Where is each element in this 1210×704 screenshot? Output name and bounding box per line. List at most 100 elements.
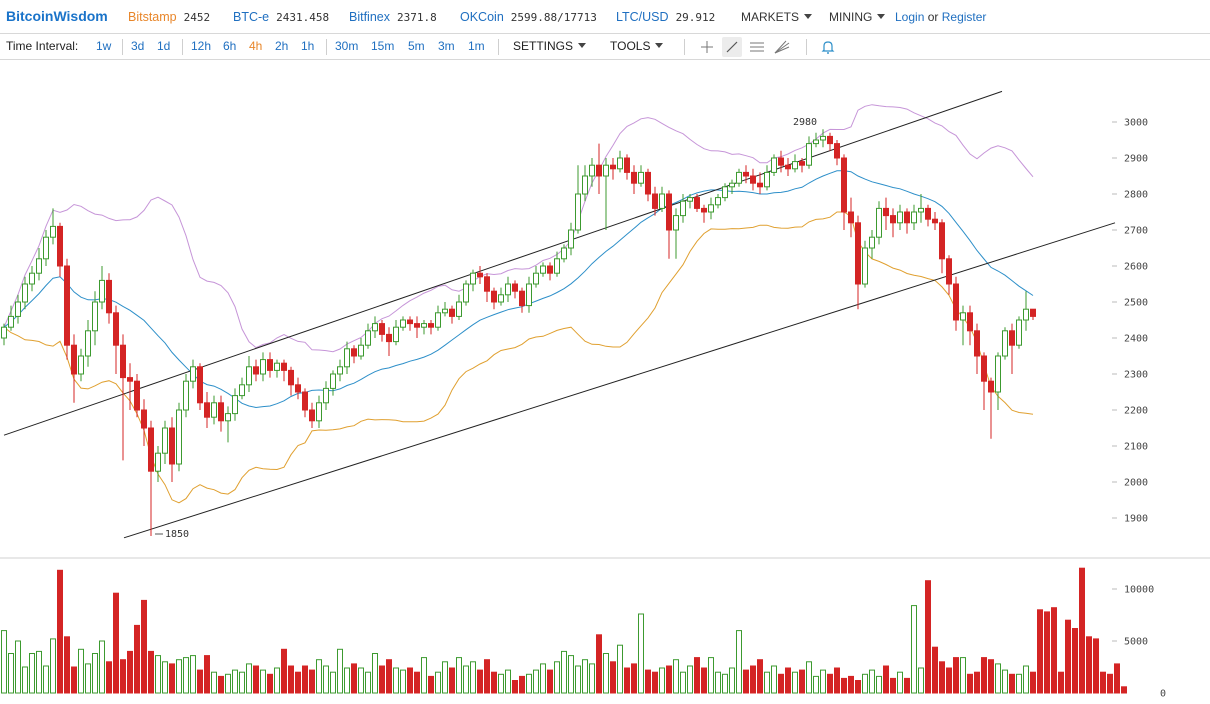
- candle-body: [771, 157, 777, 173]
- volume-bar: [323, 665, 329, 694]
- interval-5m[interactable]: 5m: [408, 39, 425, 53]
- candle: [1009, 323, 1015, 374]
- interval-1h[interactable]: 1h: [301, 39, 315, 53]
- candle-body: [890, 215, 896, 224]
- trendline-icon[interactable]: [722, 37, 742, 57]
- bell-icon[interactable]: [818, 37, 838, 57]
- candle-body: [736, 171, 742, 184]
- candle-body: [372, 323, 378, 332]
- crosshair-icon[interactable]: [697, 37, 717, 57]
- candle: [302, 388, 308, 418]
- candle: [225, 406, 231, 443]
- candle: [246, 356, 252, 392]
- interval-3d[interactable]: 3d: [131, 39, 145, 53]
- candle-body: [974, 330, 980, 357]
- volume-bar: [1037, 609, 1043, 694]
- candle: [491, 287, 497, 310]
- interval-4h[interactable]: 4h: [249, 39, 263, 53]
- volume-bar: [1044, 611, 1050, 694]
- candle: [267, 352, 273, 378]
- price-chart[interactable]: 1900 2000 2100 2200 2300 2400 2500 2600 2700 2800…: [0, 60, 1210, 704]
- candle: [183, 374, 189, 418]
- mining-menu[interactable]: MINING: [829, 10, 886, 24]
- candle-body: [113, 312, 119, 346]
- ticker-bitfinex[interactable]: Bitfinex 2371.8: [349, 10, 437, 24]
- interval-3m[interactable]: 3m: [438, 39, 455, 53]
- volume-bar: [22, 666, 28, 694]
- volume-bar: [211, 671, 217, 694]
- candle-body: [1030, 308, 1036, 317]
- candle-body: [274, 362, 280, 371]
- candle: [155, 446, 161, 482]
- interval-12h[interactable]: 12h: [191, 39, 212, 53]
- y-tick-label: 2700: [1124, 226, 1148, 237]
- volume-bar: [967, 673, 973, 694]
- ticker-okcoin[interactable]: OKCoin 2599.88/17713: [460, 10, 597, 24]
- candle: [967, 305, 973, 346]
- candle-body: [652, 193, 658, 209]
- interval-1w[interactable]: 1w: [96, 39, 112, 53]
- candle-body: [169, 427, 175, 465]
- volume-bar: [939, 661, 945, 694]
- candle: [57, 222, 63, 277]
- y-tick-label: 2100: [1124, 442, 1148, 453]
- volume-bar: [337, 648, 343, 694]
- ticker-btce[interactable]: BTC-e 2431.458: [233, 10, 330, 24]
- chevron-down-icon: [804, 14, 813, 19]
- register-link[interactable]: Register: [941, 10, 987, 24]
- interval-15m[interactable]: 15m: [371, 39, 395, 53]
- brand-logo[interactable]: BitcoinWisdom: [6, 8, 108, 24]
- volume-bar: [673, 659, 679, 694]
- volume-bar: [1051, 607, 1057, 694]
- volume-bar: [57, 569, 63, 694]
- volume-bar: [743, 669, 749, 694]
- login-link[interactable]: Login: [895, 10, 925, 24]
- candle-body: [288, 369, 294, 386]
- channel-lower-trendline: [123, 222, 1116, 539]
- candle: [435, 305, 441, 331]
- candle-body: [351, 348, 357, 357]
- horizontal-lines-icon[interactable]: [747, 37, 767, 57]
- volume-bar: [904, 677, 910, 694]
- candle-body: [43, 236, 49, 260]
- interval-2h[interactable]: 2h: [275, 39, 289, 53]
- interval-1m[interactable]: 1m: [468, 39, 485, 53]
- candle-body: [239, 384, 245, 397]
- fan-icon[interactable]: [772, 37, 792, 57]
- volume-bar: [526, 673, 532, 694]
- candle-body: [498, 294, 504, 303]
- candle: [365, 323, 371, 349]
- volume-bar: [456, 657, 462, 694]
- y-tick-label: 1900: [1124, 514, 1148, 525]
- volume-bar: [1030, 671, 1036, 694]
- candle-body: [155, 452, 161, 472]
- candle-body: [232, 395, 238, 415]
- candle-body: [757, 182, 763, 188]
- candle-body: [638, 171, 644, 184]
- volume-bar: [610, 661, 616, 694]
- volume-bar: [99, 640, 105, 694]
- top-bar: BitcoinWisdom Bitstamp 2452 BTC-e 2431.458…: [0, 0, 1210, 33]
- interval-1d[interactable]: 1d: [157, 39, 171, 53]
- candle-body: [596, 164, 602, 177]
- settings-menu[interactable]: SETTINGS: [513, 39, 587, 53]
- candle: [547, 262, 553, 281]
- interval-6h[interactable]: 6h: [223, 39, 237, 53]
- volume-bar: [680, 671, 686, 694]
- candle-body: [953, 283, 959, 321]
- candle-body: [267, 359, 273, 371]
- volume-bar: [862, 673, 868, 694]
- interval-30m[interactable]: 30m: [335, 39, 359, 53]
- candle-body: [477, 272, 483, 278]
- candle-body: [715, 197, 721, 206]
- candle: [351, 345, 357, 364]
- candle: [309, 402, 315, 428]
- candle-body: [253, 366, 259, 375]
- ticker-bitstamp[interactable]: Bitstamp 2452: [128, 10, 211, 24]
- ticker-ltcusd[interactable]: LTC/USD 29.912: [616, 10, 716, 24]
- volume-bar: [1114, 663, 1120, 694]
- candle: [1030, 308, 1036, 320]
- tools-menu[interactable]: TOOLS: [610, 39, 664, 53]
- candle: [274, 359, 280, 378]
- markets-menu[interactable]: MARKETS: [741, 10, 813, 24]
